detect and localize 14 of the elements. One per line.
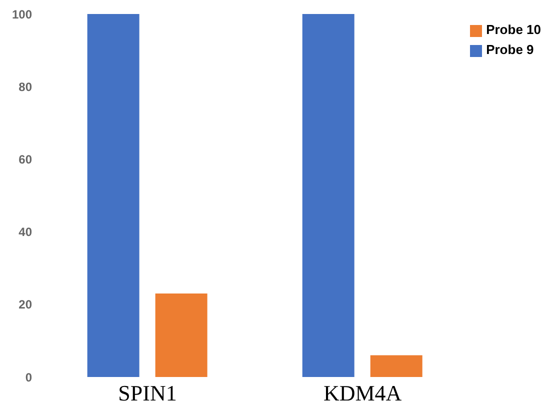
y-tick-label: 100 xyxy=(12,7,32,22)
bar xyxy=(155,294,208,377)
y-tick-label: 40 xyxy=(18,225,32,240)
y-tick-label: 20 xyxy=(18,298,32,312)
legend-label: Probe 10 xyxy=(486,22,541,37)
y-tick-label: 60 xyxy=(18,152,32,166)
legend-label: Probe 9 xyxy=(486,42,534,57)
bar xyxy=(87,14,140,377)
y-tick-label: 80 xyxy=(18,80,32,94)
bar xyxy=(302,14,354,377)
x-tick-label: KDM4A xyxy=(323,380,402,406)
y-tick-label: 0 xyxy=(25,370,32,384)
x-tick-label: SPIN1 xyxy=(118,380,177,406)
bar xyxy=(370,355,422,377)
